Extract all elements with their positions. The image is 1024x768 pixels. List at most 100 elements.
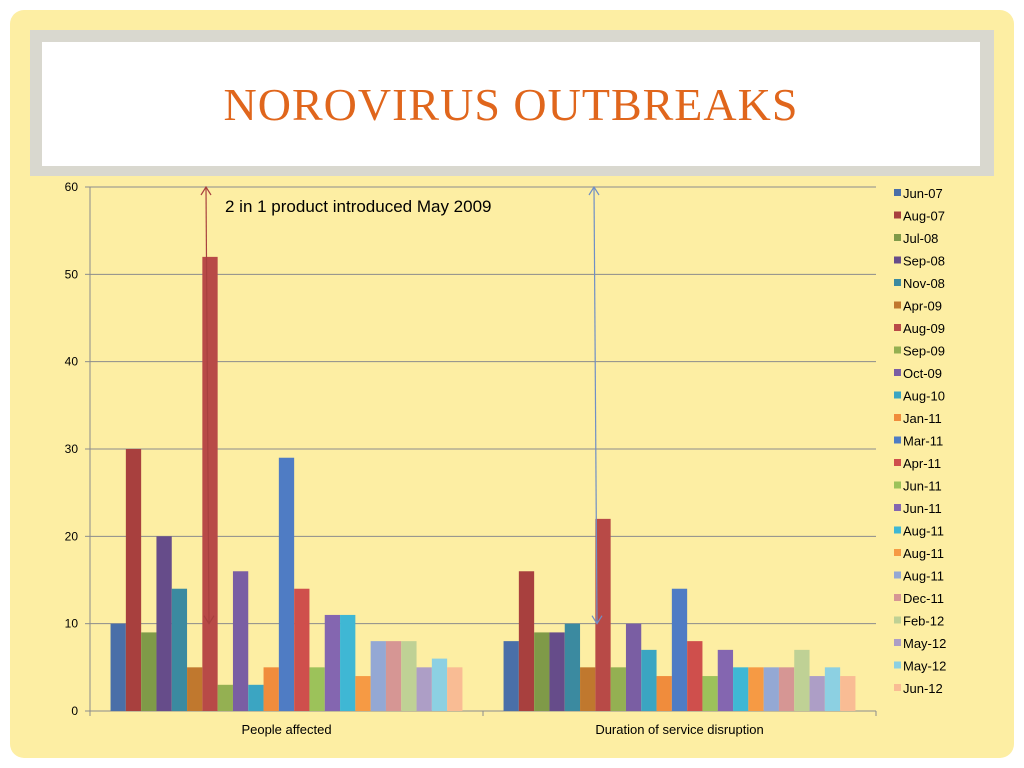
y-tick-label: 30: [65, 442, 79, 456]
legend-swatch: [894, 639, 901, 646]
bar: [324, 614, 341, 711]
legend-label: Jul-08: [903, 231, 938, 246]
legend-swatch: [894, 459, 901, 466]
bar: [309, 667, 325, 711]
legend-swatch: [894, 414, 901, 421]
legend-swatch: [894, 189, 901, 196]
bar: [110, 623, 126, 711]
legend-label: Sep-08: [903, 254, 945, 269]
bar: [385, 641, 402, 711]
bar: [503, 641, 519, 711]
bar: [248, 684, 264, 711]
arrow-head: [203, 615, 215, 625]
bar: [355, 676, 371, 711]
legend-swatch: [894, 684, 901, 691]
legend-swatch: [894, 211, 901, 219]
bar: [370, 641, 386, 711]
legend-label: Aug-10: [903, 389, 945, 404]
legend-swatch: [894, 324, 901, 331]
arrow-head: [200, 185, 212, 196]
legend-swatch: [894, 436, 901, 444]
bar: [763, 667, 779, 711]
bar: [187, 667, 203, 711]
bar: [232, 571, 249, 711]
legend-label: Sep-09: [903, 344, 945, 359]
bar: [595, 518, 611, 711]
legend-label: Jan-11: [903, 411, 942, 426]
legend-label: Dec-11: [903, 591, 944, 606]
legend-label: May-12: [903, 659, 946, 674]
bar: [447, 667, 463, 711]
bar: [125, 449, 142, 711]
legend-swatch: [894, 391, 901, 399]
legend-swatch: [894, 549, 901, 556]
legend-label: Aug-07: [903, 209, 945, 224]
legend-label: Jun-12: [903, 681, 943, 696]
legend-label: Jun-11: [903, 501, 942, 516]
bar: [294, 588, 310, 711]
bar: [748, 667, 764, 711]
legend-label: Aug-11: [903, 546, 944, 561]
annotation-text: 2 in 1 product introduced May 2009: [225, 197, 492, 216]
slide-title: NOROVIRUS OUTBREAKS: [223, 78, 799, 130]
bar: [431, 658, 448, 711]
legend-swatch: [894, 481, 901, 489]
bar: [534, 632, 550, 711]
bar: [656, 676, 672, 711]
bar: [564, 623, 581, 711]
legend-swatch: [894, 616, 901, 624]
bar: [610, 667, 626, 711]
legend-label: Apr-09: [903, 299, 942, 314]
legend-swatch: [894, 661, 901, 669]
legend-swatch: [894, 279, 901, 286]
legend-swatch: [894, 571, 901, 579]
bar: [671, 588, 688, 711]
legend-label: Jun-07: [903, 186, 943, 201]
bar: [340, 614, 356, 711]
bar: [717, 649, 734, 711]
legend-swatch: [894, 526, 901, 534]
bar: [171, 588, 188, 711]
y-tick-label: 20: [65, 529, 79, 543]
legend: Jun-07 Aug-07 Jul-08 Sep-08 Nov-08 Apr-09 Aug-…: [894, 186, 946, 696]
bar: [641, 649, 657, 711]
x-category-label: Duration of service disruption: [595, 722, 763, 737]
arrow-head: [591, 615, 603, 625]
bar: [416, 667, 432, 711]
legend-label: Feb-12: [903, 614, 944, 629]
bar: [687, 641, 703, 711]
bar: [278, 457, 295, 711]
legend-label: Aug-11: [903, 524, 944, 539]
y-tick-label: 10: [65, 617, 79, 631]
bars: [110, 256, 856, 711]
bar: [217, 684, 233, 711]
y-tick-label: 50: [65, 267, 79, 281]
bar: [702, 676, 718, 711]
legend-label: Aug-11: [903, 569, 944, 584]
arrows: [200, 185, 603, 625]
bar: [156, 536, 172, 711]
y-tick-label: 60: [65, 180, 79, 194]
legend-label: Oct-09: [903, 366, 942, 381]
legend-swatch: [894, 234, 901, 241]
legend-swatch: [894, 594, 901, 601]
y-tick-label: 40: [65, 355, 79, 369]
bar: [141, 632, 157, 711]
bar: [401, 641, 417, 711]
legend-label: Mar-11: [903, 434, 943, 449]
bar: [840, 676, 856, 711]
arrow-head: [588, 185, 600, 196]
legend-label: May-12: [903, 636, 946, 651]
legend-label: Aug-09: [903, 321, 945, 336]
legend-label: Jun-11: [903, 479, 942, 494]
y-tick-label: 0: [71, 704, 78, 718]
arrow-line: [593, 186, 598, 624]
bar: [263, 667, 279, 711]
legend-swatch: [894, 504, 901, 511]
arrow-line: [205, 186, 210, 624]
title-box: NOROVIRUS OUTBREAKS: [42, 42, 980, 166]
bar: [202, 256, 218, 711]
legend-swatch: [894, 256, 901, 264]
legend-swatch: [894, 346, 901, 354]
